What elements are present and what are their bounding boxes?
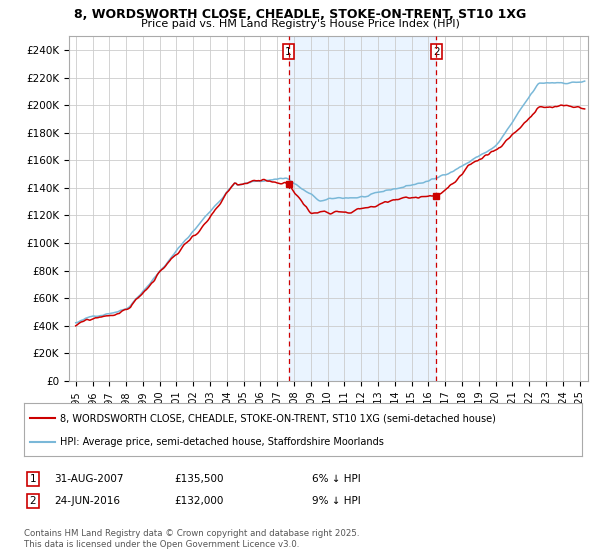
Text: 31-AUG-2007: 31-AUG-2007: [54, 474, 124, 484]
Text: Price paid vs. HM Land Registry's House Price Index (HPI): Price paid vs. HM Land Registry's House …: [140, 19, 460, 29]
Text: Contains HM Land Registry data © Crown copyright and database right 2025.
This d: Contains HM Land Registry data © Crown c…: [24, 529, 359, 549]
Text: 2: 2: [433, 46, 440, 57]
Text: 8, WORDSWORTH CLOSE, CHEADLE, STOKE-ON-TRENT, ST10 1XG: 8, WORDSWORTH CLOSE, CHEADLE, STOKE-ON-T…: [74, 8, 526, 21]
Text: 24-JUN-2016: 24-JUN-2016: [54, 496, 120, 506]
Text: 6% ↓ HPI: 6% ↓ HPI: [312, 474, 361, 484]
Text: 8, WORDSWORTH CLOSE, CHEADLE, STOKE-ON-TRENT, ST10 1XG (semi-detached house): 8, WORDSWORTH CLOSE, CHEADLE, STOKE-ON-T…: [60, 413, 496, 423]
Text: 9% ↓ HPI: 9% ↓ HPI: [312, 496, 361, 506]
Bar: [289, 36, 436, 381]
Text: HPI: Average price, semi-detached house, Staffordshire Moorlands: HPI: Average price, semi-detached house,…: [60, 436, 384, 446]
Text: £135,500: £135,500: [174, 474, 223, 484]
Text: £132,000: £132,000: [174, 496, 223, 506]
Text: 2: 2: [29, 496, 37, 506]
Text: 1: 1: [285, 46, 292, 57]
Text: 1: 1: [29, 474, 37, 484]
